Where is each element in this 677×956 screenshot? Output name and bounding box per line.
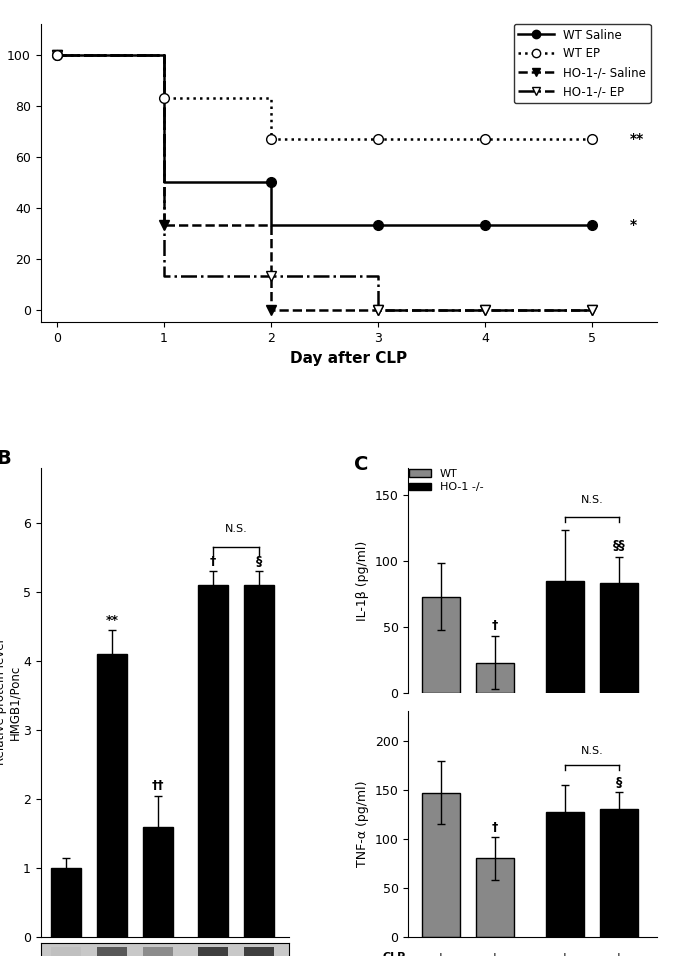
Text: §: § [256,555,262,568]
Bar [244,585,274,937]
Text: +: + [489,950,500,956]
Text: **: ** [630,132,644,145]
Text: †: † [210,555,216,568]
Legend: WT, HO-1 -/-: WT, HO-1 -/- [409,469,483,492]
Text: C: C [353,454,368,473]
Bar [476,858,514,937]
Bar [51,946,81,956]
Legend: WT Saline, WT EP, HO-1-/- Saline, HO-1-/- EP: WT Saline, WT EP, HO-1-/- Saline, HO-1-/… [514,24,651,103]
Y-axis label: TNF-α (pg/ml): TNF-α (pg/ml) [356,781,369,867]
Y-axis label: % of survival: % of survival [0,128,1,218]
Text: §§: §§ [613,538,626,552]
Text: N.S.: N.S. [580,746,603,755]
Bar [600,810,638,937]
Text: B: B [0,449,11,468]
Text: †: † [492,821,498,834]
Y-axis label: IL-1β (pg/ml): IL-1β (pg/ml) [356,540,369,620]
Text: +: + [560,950,570,956]
Text: CLP: CLP [383,952,406,956]
Bar [422,793,460,937]
X-axis label: Day after CLP: Day after CLP [290,351,408,365]
Bar [600,583,638,693]
Bar [51,868,81,937]
Bar [244,946,274,956]
Text: +: + [614,950,624,956]
Bar [198,946,228,956]
Bar [476,663,514,693]
Bar [546,813,584,937]
Bar [198,585,228,937]
Text: **: ** [106,614,118,626]
Bar [422,597,460,693]
Text: N.S.: N.S. [225,524,248,533]
Text: N.S.: N.S. [580,495,603,505]
Bar [97,654,127,937]
Bar [143,827,173,937]
Bar [546,580,584,693]
Text: *: * [630,218,637,232]
Text: †: † [492,619,498,633]
Text: ††: †† [152,779,165,793]
Text: §: § [615,776,622,789]
Bar [97,946,127,956]
Text: +: + [436,950,445,956]
Bar [143,946,173,956]
Y-axis label: Relative protein level
HMGB1/Ponc: Relative protein level HMGB1/Ponc [0,640,22,766]
